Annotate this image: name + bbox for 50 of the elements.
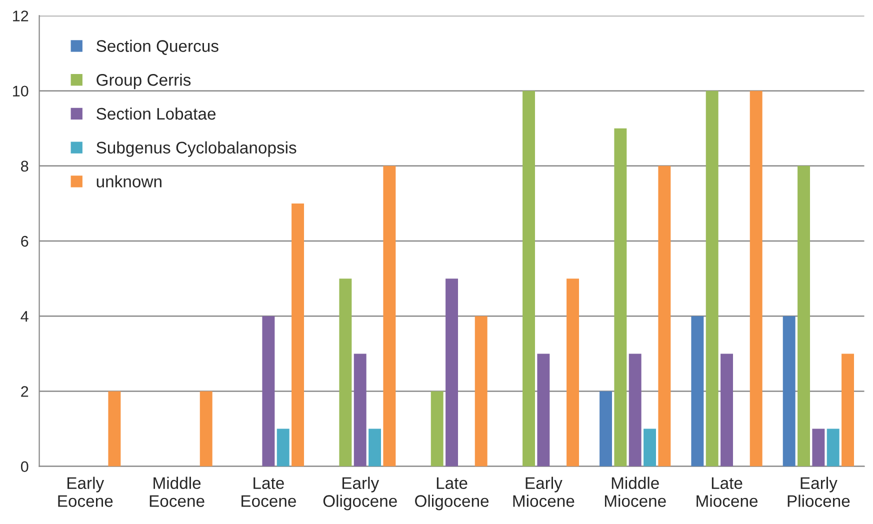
legend-label: unknown bbox=[96, 175, 162, 188]
y-tick-label: 12 bbox=[13, 10, 28, 22]
bar bbox=[354, 354, 366, 466]
y-tick-label: 0 bbox=[20, 461, 28, 472]
bar bbox=[368, 428, 382, 466]
x-tick-label: Early Miocene bbox=[513, 476, 574, 507]
bar bbox=[826, 428, 840, 466]
bar bbox=[108, 391, 121, 466]
x-tick-label: Middle Miocene bbox=[604, 476, 666, 507]
bar bbox=[600, 391, 612, 466]
bar bbox=[383, 166, 396, 466]
bar bbox=[262, 316, 275, 466]
bar bbox=[566, 278, 580, 466]
bar bbox=[628, 354, 642, 466]
bar bbox=[658, 166, 671, 466]
x-tick-label: Late Oligocene bbox=[415, 477, 489, 510]
bar bbox=[706, 90, 718, 466]
bar bbox=[446, 278, 458, 466]
y-tick-label: 8 bbox=[21, 160, 28, 172]
x-tick-label: Early Eocene bbox=[58, 476, 113, 507]
legend-label: Section Lobatae bbox=[96, 107, 216, 120]
y-tick-label: 10 bbox=[13, 86, 28, 97]
bar bbox=[644, 428, 656, 466]
bar bbox=[720, 354, 734, 466]
bar bbox=[842, 354, 854, 466]
y-tick-label: 4 bbox=[20, 311, 28, 322]
bar bbox=[200, 391, 212, 466]
y-tick-label: 6 bbox=[21, 236, 28, 247]
bar bbox=[691, 316, 704, 466]
x-tick-label: Middle Eocene bbox=[150, 476, 204, 507]
bar bbox=[782, 316, 796, 466]
bar bbox=[812, 428, 825, 466]
bar bbox=[292, 203, 304, 466]
bar bbox=[430, 391, 444, 466]
bar bbox=[798, 166, 810, 466]
legend-label: Section Quercus bbox=[96, 40, 218, 55]
bar bbox=[614, 128, 627, 466]
legend-label: Subgenus Cyclobalanopsis bbox=[96, 141, 296, 157]
bar bbox=[522, 90, 536, 466]
bar bbox=[750, 90, 762, 466]
x-tick-label: Early Oligocene bbox=[323, 476, 397, 510]
x-tick-label: Late Miocene bbox=[696, 477, 758, 507]
bar bbox=[276, 428, 290, 466]
legend-label: Group Cerris bbox=[96, 74, 191, 90]
bar bbox=[474, 316, 488, 466]
x-tick-label: Early Pliocene bbox=[788, 476, 850, 507]
x-tick-label: Late Eocene bbox=[242, 477, 296, 507]
bar bbox=[537, 354, 550, 466]
y-tick-label: 2 bbox=[21, 386, 28, 397]
bar bbox=[339, 278, 352, 466]
